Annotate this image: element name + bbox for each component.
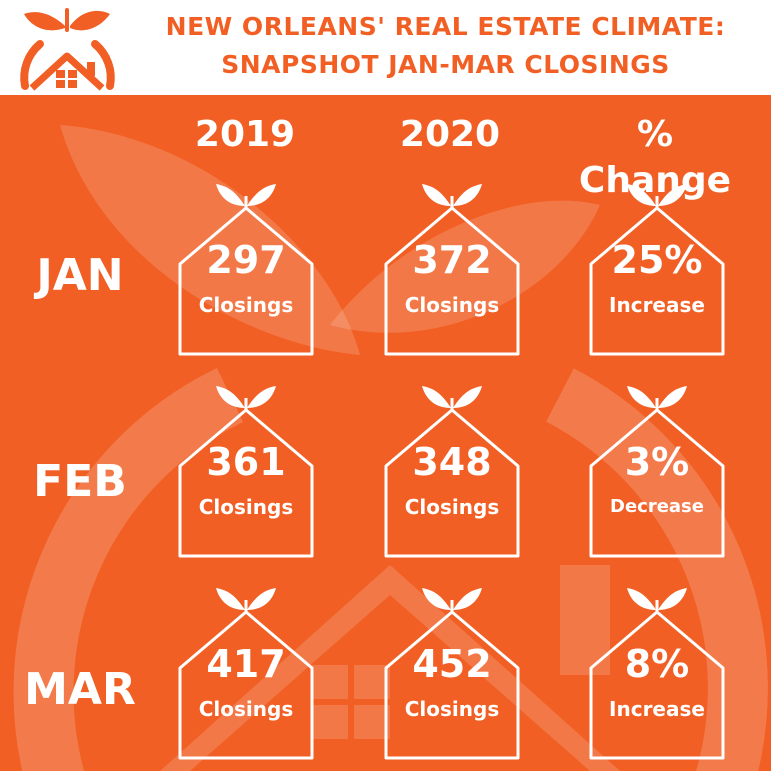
- title-line-1: NEW ORLEANS' REAL ESTATE CLIMATE:: [165, 12, 726, 41]
- change-percent: 3%: [624, 440, 690, 484]
- house-with-leaves-icon: [589, 386, 725, 558]
- cell-mar-change: 8% Increase: [587, 572, 727, 762]
- cell-jan-change: 25% Increase: [587, 168, 727, 358]
- value-number: 297: [206, 238, 286, 282]
- house-with-leaves-icon: [589, 588, 725, 760]
- value-caption: Closings: [404, 697, 500, 721]
- cell-feb-2020: 348 Closings: [382, 370, 522, 560]
- change-caption: Increase: [609, 293, 705, 317]
- house-with-leaves-icon: [178, 184, 314, 356]
- house-with-leaves-icon: [384, 588, 520, 760]
- change-caption: Increase: [609, 697, 705, 721]
- cell-jan-2020: 372 Closings: [382, 168, 522, 358]
- value-caption: Closings: [198, 495, 294, 519]
- value-caption: Closings: [198, 293, 294, 317]
- value-caption: Closings: [404, 293, 500, 317]
- house-with-leaves-icon: [589, 184, 725, 356]
- title-line-2: SNAPSHOT JAN-MAR CLOSINGS: [221, 50, 670, 79]
- column-header-change: % Change: [578, 114, 732, 201]
- change-caption: Decrease: [610, 496, 704, 517]
- row-label-feb: FEB: [33, 456, 127, 507]
- value-number: 417: [206, 642, 286, 686]
- cell-feb-change: 3% Decrease: [587, 370, 727, 560]
- row-label-mar: MAR: [24, 664, 136, 715]
- orange-house-logo-icon: [20, 8, 115, 91]
- change-percent: 8%: [624, 642, 690, 686]
- value-number: 372: [412, 238, 492, 282]
- house-with-leaves-icon: [384, 184, 520, 356]
- value-caption: Closings: [198, 697, 294, 721]
- cell-mar-2019: 417 Closings: [176, 572, 316, 762]
- column-header-2020: 2020: [399, 114, 501, 155]
- header: NEW ORLEANS' REAL ESTATE CLIMATE: SNAPSH…: [0, 0, 771, 95]
- house-with-leaves-icon: [384, 386, 520, 558]
- value-number: 348: [412, 440, 492, 484]
- cell-mar-2020: 452 Closings: [382, 572, 522, 762]
- house-with-leaves-icon: [178, 588, 314, 760]
- value-number: 452: [412, 642, 492, 686]
- column-header-2019: 2019: [194, 114, 296, 155]
- row-label-jan: JAN: [36, 250, 124, 301]
- value-number: 361: [206, 440, 286, 484]
- cell-feb-2019: 361 Closings: [176, 370, 316, 560]
- value-caption: Closings: [404, 495, 500, 519]
- cell-jan-2019: 297 Closings: [176, 168, 316, 358]
- page-title: NEW ORLEANS' REAL ESTATE CLIMATE: SNAPSH…: [120, 8, 771, 84]
- change-percent: 25%: [611, 238, 703, 282]
- house-with-leaves-icon: [178, 386, 314, 558]
